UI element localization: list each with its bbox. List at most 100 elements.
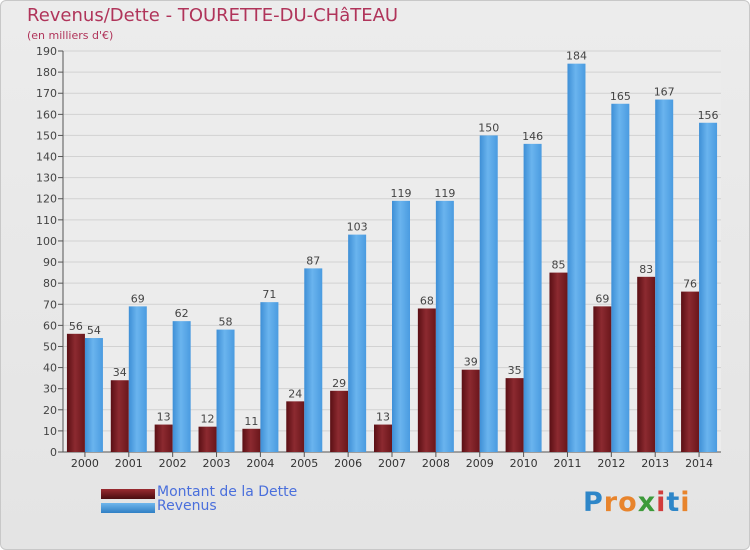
data-label-dette: 76 [683, 278, 697, 291]
bar-revenus [655, 99, 674, 452]
x-tick-label: 2000 [71, 457, 99, 470]
x-tick-label: 2007 [378, 457, 406, 470]
data-label-dette: 29 [332, 377, 346, 390]
data-label-dette: 13 [157, 411, 171, 424]
y-tick-label: 60 [43, 319, 57, 332]
bar-dette [637, 276, 656, 452]
y-tick-label: 130 [36, 172, 57, 185]
logo-letter: i [680, 487, 691, 518]
x-tick-label: 2002 [159, 457, 187, 470]
data-label-revenus: 167 [654, 86, 675, 99]
y-tick-label: 190 [36, 45, 57, 58]
y-tick-label: 110 [36, 214, 57, 227]
bar-revenus [304, 268, 323, 452]
data-label-dette: 34 [113, 366, 127, 379]
bar-dette [461, 369, 480, 452]
bar-revenus [392, 200, 410, 452]
x-tick-label: 2001 [115, 457, 143, 470]
bar-revenus [523, 143, 542, 452]
data-label-revenus: 150 [478, 121, 499, 134]
logo-letter: i [656, 487, 667, 518]
bar-dette [286, 401, 305, 452]
bar-revenus [84, 338, 103, 452]
bar-dette [681, 291, 700, 452]
x-tick-label: 2003 [203, 457, 231, 470]
legend-swatch-dette [101, 489, 155, 499]
data-label-dette: 85 [551, 259, 565, 272]
bar-revenus [435, 200, 454, 452]
data-label-revenus: 184 [566, 50, 587, 63]
bar-dette [66, 333, 85, 452]
data-label-revenus: 62 [175, 307, 189, 320]
x-tick-label: 2006 [334, 457, 362, 470]
y-tick-label: 70 [43, 298, 57, 311]
legend-label-dette: Montant de la Dette [157, 484, 298, 500]
y-tick-label: 120 [36, 193, 57, 206]
bar-dette [374, 424, 392, 452]
bar-revenus [567, 63, 586, 453]
logo-letter: P [583, 487, 604, 518]
data-label-dette: 56 [69, 320, 83, 333]
x-tick-label: 2011 [553, 457, 581, 470]
y-tick-label: 50 [43, 340, 57, 353]
bar-dette [505, 378, 524, 452]
bar-revenus [260, 302, 279, 452]
data-label-revenus: 119 [434, 187, 455, 200]
bar-dette [110, 380, 129, 452]
logo-letter: x [637, 487, 657, 518]
data-label-revenus: 87 [306, 254, 320, 267]
bar-revenus [611, 103, 630, 453]
bar-dette [549, 272, 568, 452]
bar-revenus [128, 306, 147, 452]
bar-revenus [699, 122, 718, 452]
chart-subtitle: (en milliers d'€) [27, 29, 114, 42]
data-label-dette: 12 [201, 413, 215, 426]
data-label-dette: 69 [595, 292, 609, 305]
y-tick-label: 180 [36, 66, 57, 79]
y-tick-label: 10 [43, 425, 57, 438]
bar-dette [330, 390, 349, 452]
x-tick-label: 2004 [246, 457, 274, 470]
bar-dette [417, 308, 436, 452]
bar-revenus [172, 321, 191, 452]
bar-dette [242, 428, 261, 452]
x-tick-label: 2013 [641, 457, 669, 470]
y-tick-label: 100 [36, 235, 57, 248]
y-tick-label: 160 [36, 108, 57, 121]
x-tick-label: 2009 [466, 457, 494, 470]
logo-letter: r [603, 487, 619, 518]
data-label-dette: 35 [508, 364, 522, 377]
bar-chart: 0 10 20 30 40 50 60 70 80 90 100 110 120 130 140 150 160… [36, 45, 721, 470]
data-label-dette: 39 [464, 356, 478, 369]
y-tick-label: 170 [36, 87, 57, 100]
legend-label-revenus: Revenus [157, 498, 217, 514]
x-tick-label: 2014 [685, 457, 713, 470]
x-tick-label: 2012 [597, 457, 625, 470]
bar-dette [198, 426, 217, 452]
legend-swatch-revenus [101, 503, 155, 513]
data-label-dette: 24 [288, 387, 302, 400]
data-label-dette: 83 [639, 263, 653, 276]
data-label-revenus: 54 [87, 324, 101, 337]
data-label-dette: 11 [244, 415, 258, 428]
logo-letter: o [618, 487, 638, 518]
data-label-revenus: 119 [391, 187, 412, 200]
bar-revenus [348, 234, 367, 452]
bar-revenus [479, 135, 498, 452]
data-label-revenus: 156 [698, 109, 719, 122]
data-label-dette: 68 [420, 294, 434, 307]
y-tick-label: 150 [36, 129, 57, 142]
bar-revenus [216, 329, 235, 452]
data-label-revenus: 165 [610, 90, 631, 103]
x-tick-label: 2008 [422, 457, 450, 470]
chart-title: Revenus/Dette - TOURETTE-DU-CHâTEAU [27, 5, 399, 26]
y-tick-label: 90 [43, 256, 57, 269]
data-label-revenus: 146 [522, 130, 543, 143]
y-tick-label: 40 [43, 362, 57, 375]
bar-dette [593, 306, 612, 452]
logo-letter: t [666, 487, 681, 518]
data-label-revenus: 71 [262, 288, 276, 301]
bar-dette [154, 424, 173, 452]
data-label-revenus: 58 [219, 316, 233, 329]
